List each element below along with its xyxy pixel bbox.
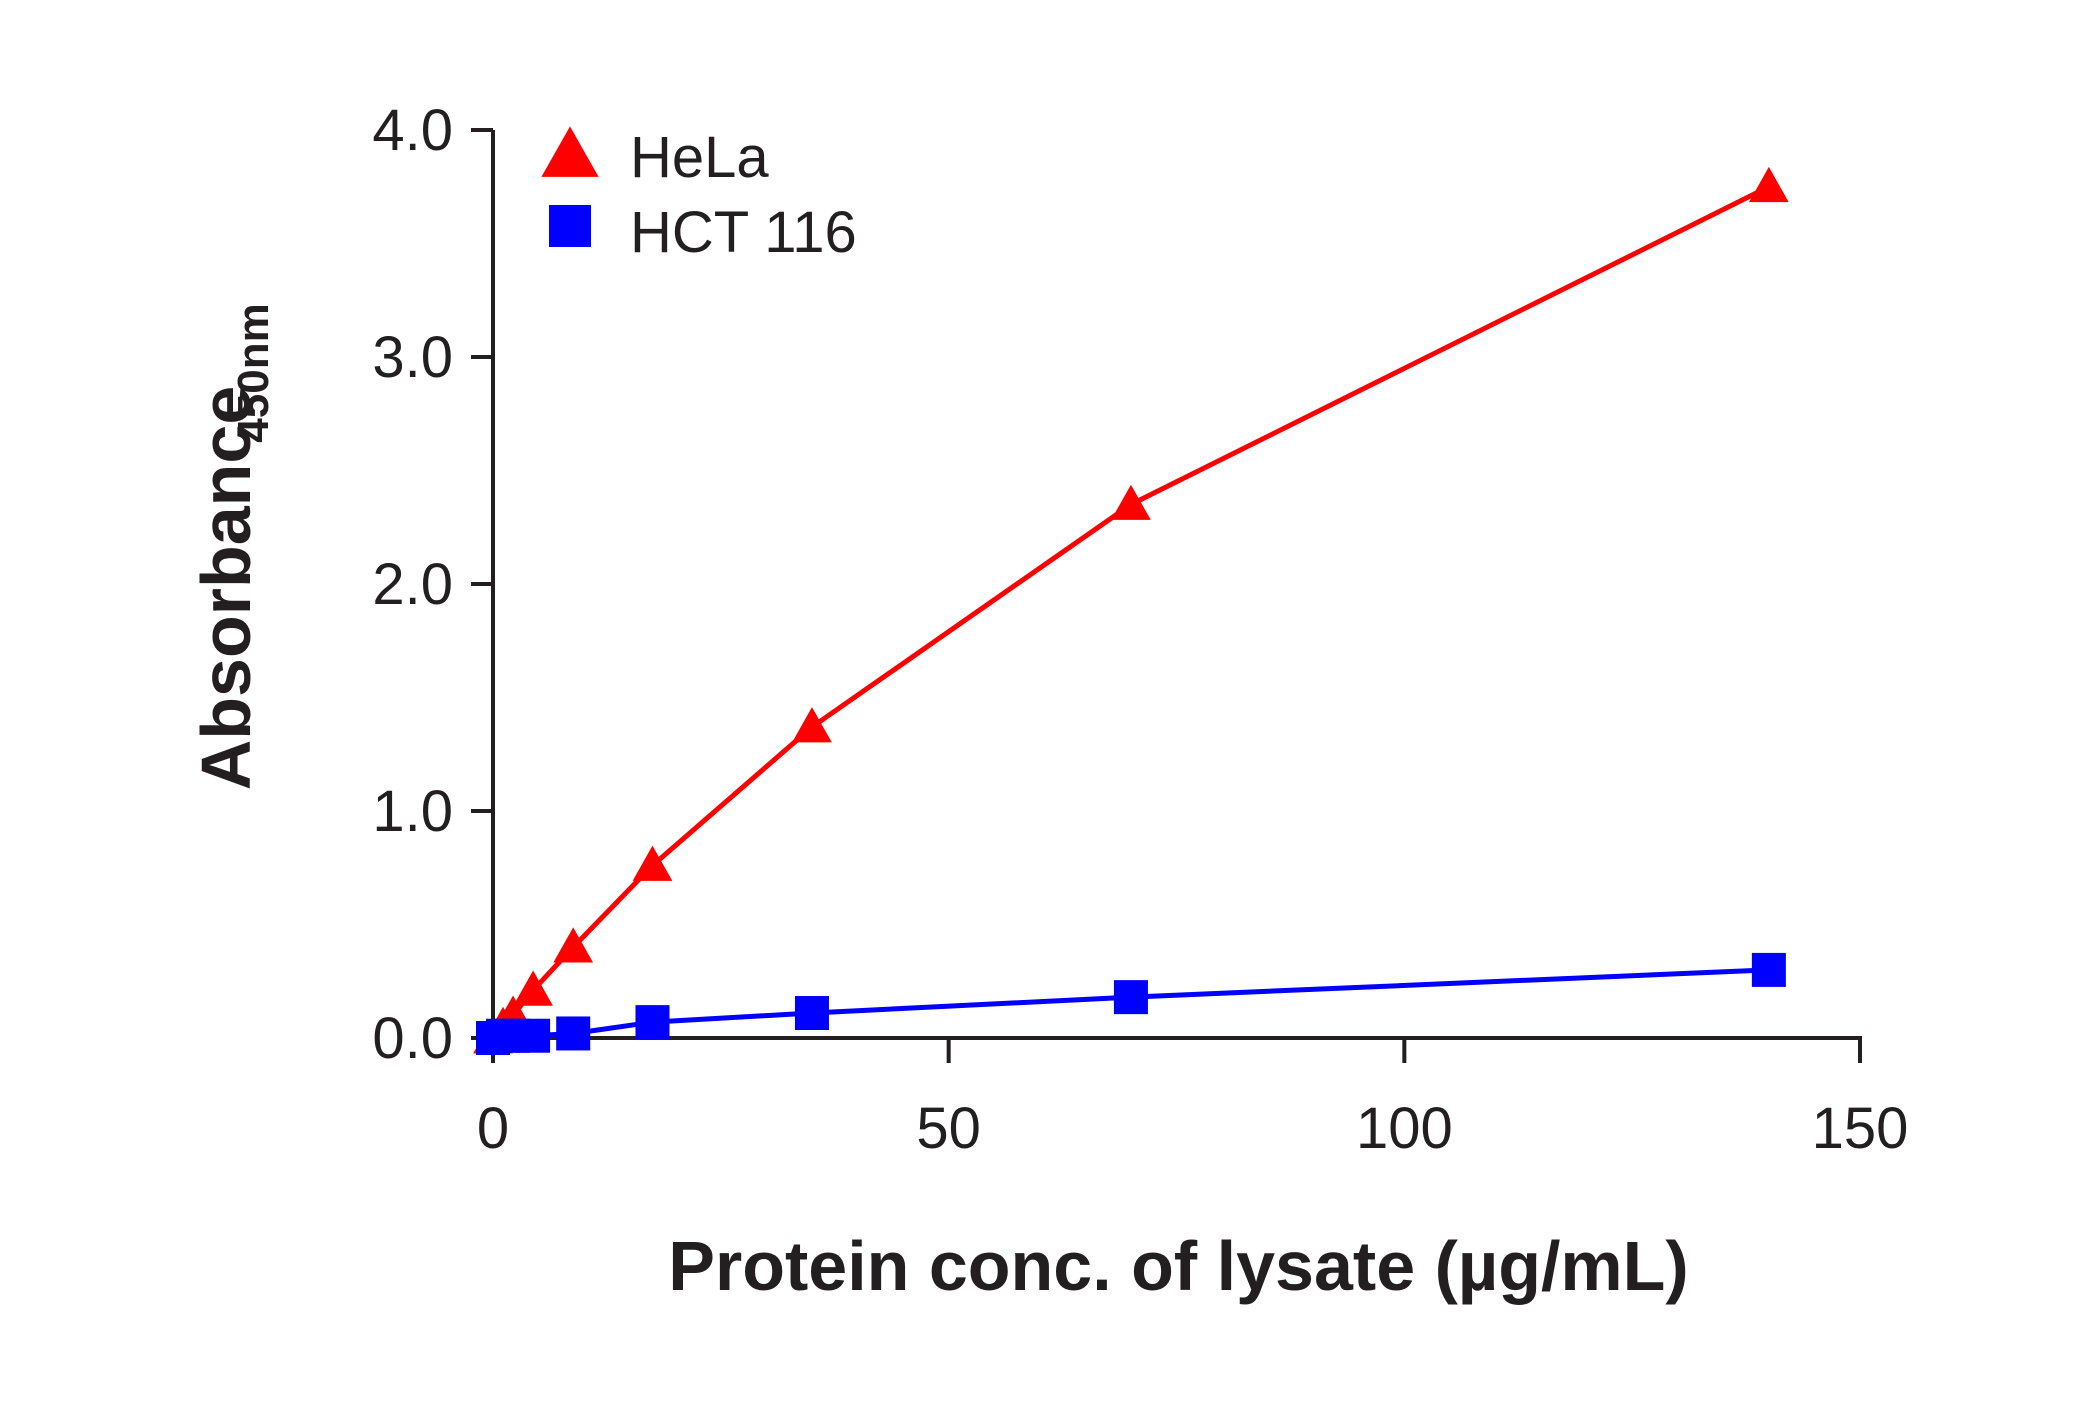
y-tick-label: 2.0 — [372, 552, 453, 617]
legend-marker-hela — [541, 126, 599, 177]
y-tick-label: 3.0 — [372, 325, 453, 390]
y-axis-title: Absorbance — [187, 386, 265, 791]
data-point — [1113, 980, 1148, 1015]
data-point — [794, 996, 829, 1031]
data-point — [513, 970, 553, 1006]
data-point — [1749, 166, 1789, 203]
data-point — [792, 707, 832, 743]
x-tick-label: 150 — [1812, 1096, 1909, 1161]
data-point — [1111, 484, 1151, 520]
series-hct-116 — [476, 952, 1786, 1055]
data-point — [1751, 952, 1786, 987]
data-point — [632, 845, 673, 881]
legend-label: HCT 116 — [630, 200, 857, 265]
axes: 0.0 1.0 2.0 3.0 4.0 0 50 100 150 Protein conc. of… — [187, 98, 1908, 1305]
series-line — [491, 184, 1771, 1040]
legend-marker-hct-116 — [549, 205, 591, 247]
data-point — [553, 927, 594, 963]
x-tick-label: 0 — [477, 1096, 509, 1161]
y-axis-title-subscript: 450nm — [229, 303, 278, 442]
x-tick-label: 100 — [1356, 1096, 1453, 1161]
legend-label: HeLa — [630, 125, 769, 190]
x-tick-label: 50 — [916, 1096, 981, 1161]
x-axis-title: Protein conc. of lysate (µg/mL) — [668, 1227, 1688, 1305]
y-tick-label: 0.0 — [372, 1006, 453, 1071]
data-point — [635, 1005, 670, 1040]
plot-area — [473, 166, 1789, 1055]
data-point — [556, 1016, 591, 1051]
legend: HeLa HCT 116 — [541, 125, 857, 265]
y-tick-label: 4.0 — [372, 98, 453, 163]
series-hela — [473, 166, 1789, 1054]
data-point — [516, 1018, 551, 1053]
y-tick-label: 1.0 — [372, 779, 453, 844]
